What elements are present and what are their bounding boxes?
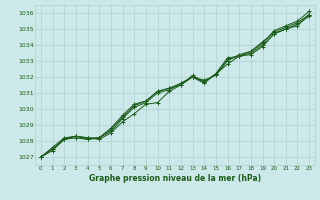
X-axis label: Graphe pression niveau de la mer (hPa): Graphe pression niveau de la mer (hPa)	[89, 174, 261, 183]
